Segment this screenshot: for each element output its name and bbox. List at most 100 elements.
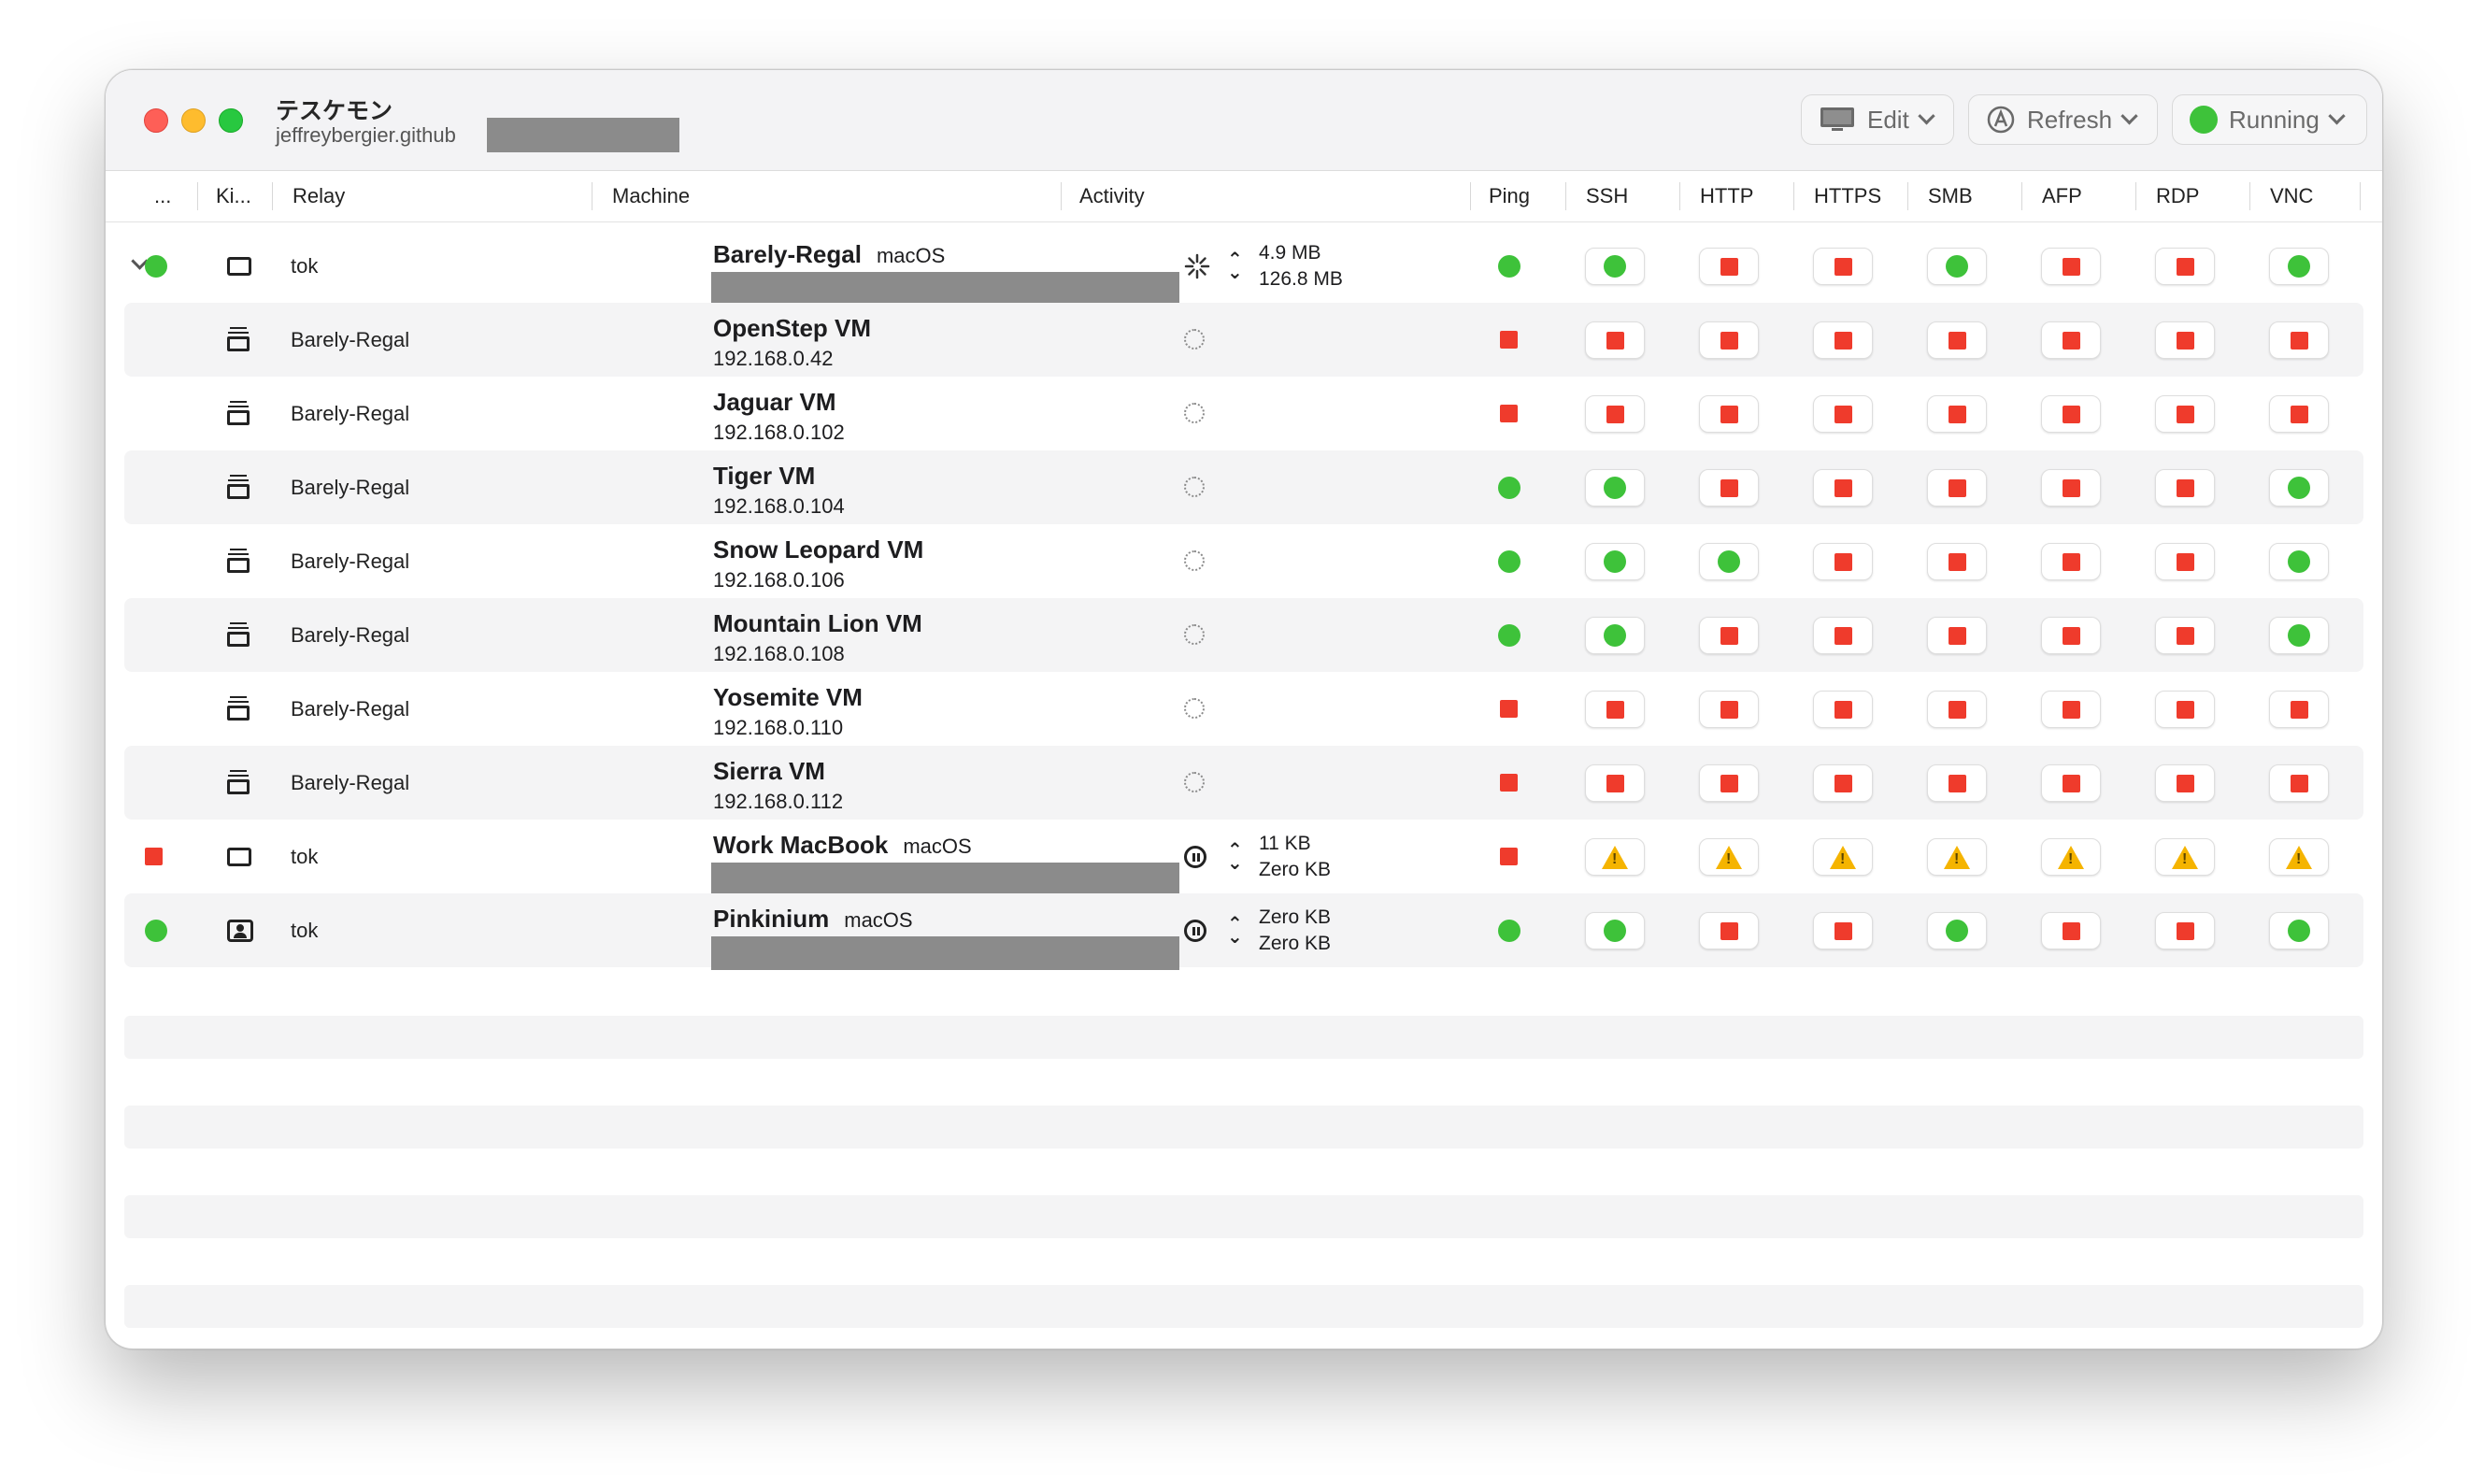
http-service-button[interactable]: [1699, 691, 1759, 728]
column-header-kind[interactable]: Ki...: [216, 184, 251, 207]
vnc-service-button[interactable]: [2269, 912, 2329, 949]
table-row[interactable]: tok Pinkinium macOS ⌃ ⌄ Zero KB Zero KB: [124, 893, 2363, 970]
table-row[interactable]: tok Work MacBook macOS ⌃ ⌄ 11 KB Zero KB: [124, 820, 2363, 896]
column-header-ssh[interactable]: SSH: [1586, 184, 1629, 207]
smb-service-button[interactable]: [1927, 617, 1987, 654]
column-header-vnc[interactable]: VNC: [2270, 184, 2314, 207]
rdp-service-button[interactable]: [2155, 469, 2215, 507]
http-service-button[interactable]: [1699, 321, 1759, 359]
idle-circle-icon[interactable]: [1184, 550, 1205, 571]
column-header-relay[interactable]: Relay: [293, 184, 346, 207]
https-service-button[interactable]: [1813, 764, 1873, 802]
column-header-afp[interactable]: AFP: [2042, 184, 2082, 207]
afp-service-button[interactable]: [2041, 617, 2101, 654]
ssh-service-button[interactable]: [1585, 321, 1645, 359]
column-header-smb[interactable]: SMB: [1928, 184, 1973, 207]
afp-service-button[interactable]: [2041, 395, 2101, 433]
afp-service-button[interactable]: [2041, 912, 2101, 949]
http-service-button[interactable]: [1699, 395, 1759, 433]
table-row[interactable]: tok Barely-Regal macOS ⌃ ⌄ 4.9 MB 126.8 MB: [124, 229, 2363, 306]
afp-service-button[interactable]: [2041, 691, 2101, 728]
rdp-service-button[interactable]: [2155, 543, 2215, 580]
loading-spinner-icon[interactable]: [1184, 253, 1210, 284]
rdp-service-button[interactable]: [2155, 248, 2215, 285]
refresh-button[interactable]: Refresh: [1968, 94, 2158, 145]
zoom-window-button[interactable]: [219, 108, 243, 133]
smb-service-button[interactable]: [1927, 469, 1987, 507]
afp-service-button[interactable]: [2041, 248, 2101, 285]
ssh-service-button[interactable]: [1585, 912, 1645, 949]
table-row[interactable]: Barely-Regal Mountain Lion VM 192.168.0.10…: [124, 598, 2363, 672]
idle-circle-icon[interactable]: [1184, 403, 1205, 423]
http-service-button[interactable]: [1699, 764, 1759, 802]
smb-service-button[interactable]: [1927, 543, 1987, 580]
afp-service-button[interactable]: [2041, 469, 2101, 507]
machine-cell[interactable]: Barely-Regal macOS: [713, 240, 945, 269]
vnc-service-button[interactable]: [2269, 764, 2329, 802]
table-row[interactable]: Barely-Regal Tiger VM 192.168.0.104: [124, 450, 2363, 524]
ssh-service-button[interactable]: [1585, 838, 1645, 876]
smb-service-button[interactable]: [1927, 321, 1987, 359]
table-row[interactable]: Barely-Regal Jaguar VM 192.168.0.102: [124, 377, 2363, 450]
http-service-button[interactable]: [1699, 912, 1759, 949]
rdp-service-button[interactable]: [2155, 912, 2215, 949]
column-header-activity[interactable]: Activity: [1079, 184, 1145, 207]
machine-cell[interactable]: Snow Leopard VM 192.168.0.106: [713, 535, 923, 592]
vnc-service-button[interactable]: [2269, 395, 2329, 433]
afp-service-button[interactable]: [2041, 321, 2101, 359]
column-header-status[interactable]: ...: [154, 184, 172, 207]
column-header-https[interactable]: HTTPS: [1814, 184, 1882, 207]
https-service-button[interactable]: [1813, 617, 1873, 654]
ssh-service-button[interactable]: [1585, 543, 1645, 580]
http-service-button[interactable]: [1699, 617, 1759, 654]
https-service-button[interactable]: [1813, 395, 1873, 433]
edit-button[interactable]: Edit: [1801, 94, 1954, 145]
machine-cell[interactable]: Tiger VM 192.168.0.104: [713, 462, 845, 519]
column-header-rdp[interactable]: RDP: [2156, 184, 2200, 207]
ssh-service-button[interactable]: [1585, 617, 1645, 654]
ssh-service-button[interactable]: [1585, 691, 1645, 728]
https-service-button[interactable]: [1813, 838, 1873, 876]
idle-circle-icon[interactable]: [1184, 329, 1205, 350]
column-header-http[interactable]: HTTP: [1700, 184, 1754, 207]
pause-icon[interactable]: [1184, 846, 1206, 868]
http-service-button[interactable]: [1699, 543, 1759, 580]
vnc-service-button[interactable]: [2269, 248, 2329, 285]
idle-circle-icon[interactable]: [1184, 477, 1205, 497]
vnc-service-button[interactable]: [2269, 691, 2329, 728]
machine-cell[interactable]: Yosemite VM 192.168.0.110: [713, 683, 863, 740]
minimize-window-button[interactable]: [181, 108, 206, 133]
https-service-button[interactable]: [1813, 469, 1873, 507]
ssh-service-button[interactable]: [1585, 395, 1645, 433]
ssh-service-button[interactable]: [1585, 248, 1645, 285]
rdp-service-button[interactable]: [2155, 617, 2215, 654]
rdp-service-button[interactable]: [2155, 764, 2215, 802]
column-header-machine[interactable]: Machine: [612, 184, 691, 207]
smb-service-button[interactable]: [1927, 248, 1987, 285]
machine-cell[interactable]: Sierra VM 192.168.0.112: [713, 757, 843, 814]
smb-service-button[interactable]: [1927, 691, 1987, 728]
rdp-service-button[interactable]: [2155, 838, 2215, 876]
vnc-service-button[interactable]: [2269, 321, 2329, 359]
smb-service-button[interactable]: [1927, 912, 1987, 949]
vnc-service-button[interactable]: [2269, 838, 2329, 876]
vnc-service-button[interactable]: [2269, 469, 2329, 507]
rdp-service-button[interactable]: [2155, 321, 2215, 359]
https-service-button[interactable]: [1813, 248, 1873, 285]
ssh-service-button[interactable]: [1585, 764, 1645, 802]
https-service-button[interactable]: [1813, 321, 1873, 359]
afp-service-button[interactable]: [2041, 543, 2101, 580]
machine-cell[interactable]: OpenStep VM 192.168.0.42: [713, 314, 871, 371]
vnc-service-button[interactable]: [2269, 617, 2329, 654]
https-service-button[interactable]: [1813, 543, 1873, 580]
http-service-button[interactable]: [1699, 248, 1759, 285]
https-service-button[interactable]: [1813, 912, 1873, 949]
afp-service-button[interactable]: [2041, 764, 2101, 802]
table-row[interactable]: Barely-Regal Yosemite VM 192.168.0.110: [124, 672, 2363, 746]
smb-service-button[interactable]: [1927, 395, 1987, 433]
idle-circle-icon[interactable]: [1184, 624, 1205, 645]
ssh-service-button[interactable]: [1585, 469, 1645, 507]
machine-cell[interactable]: Mountain Lion VM 192.168.0.108: [713, 609, 922, 666]
idle-circle-icon[interactable]: [1184, 698, 1205, 719]
table-row[interactable]: Barely-Regal Sierra VM 192.168.0.112: [124, 746, 2363, 820]
